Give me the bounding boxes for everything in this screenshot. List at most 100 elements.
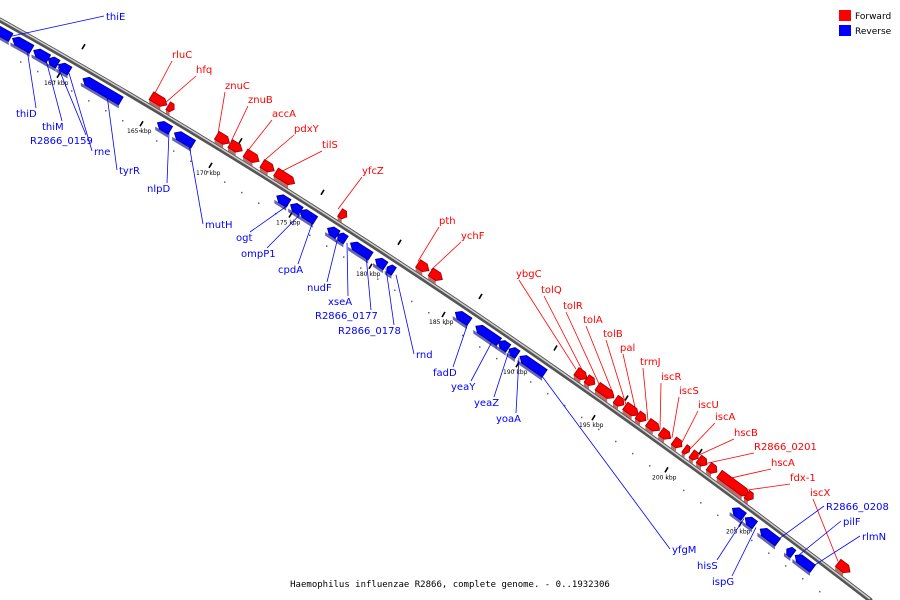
gene-pilF[interactable] — [782, 545, 797, 562]
gene-label[interactable]: tolQ — [541, 285, 562, 296]
gene-label[interactable]: iscA — [715, 412, 735, 423]
gene-label[interactable]: rlmN — [862, 532, 886, 543]
gene-tolR[interactable] — [593, 381, 616, 403]
gene-iscA[interactable] — [687, 449, 701, 464]
gene-label[interactable]: ogt — [236, 233, 252, 244]
gene-label[interactable]: fdx-1 — [790, 473, 816, 484]
gene-label[interactable]: nlpD — [147, 184, 170, 195]
gene-label[interactable]: nudF — [307, 283, 332, 294]
gene-label[interactable]: pth — [439, 216, 456, 227]
gene-pal[interactable] — [633, 410, 648, 427]
gene-label[interactable]: mutH — [205, 220, 233, 231]
gene-hscA[interactable] — [715, 469, 751, 501]
gene-label[interactable]: iscS — [679, 386, 699, 397]
gene-hfq[interactable] — [164, 101, 176, 116]
gene-label[interactable]: thiM — [42, 122, 64, 133]
gene-cpdA[interactable] — [296, 207, 319, 228]
gene-label[interactable]: xseA — [328, 297, 352, 308]
gene-label[interactable]: yfcZ — [362, 166, 384, 177]
gene-label[interactable]: hscB — [734, 428, 758, 439]
gene-label[interactable]: tolB — [603, 329, 623, 340]
gene-R2866_0177[interactable] — [346, 239, 374, 264]
gene-znuC[interactable] — [213, 130, 232, 149]
gene-tolB[interactable] — [621, 401, 641, 421]
gene-iscU[interactable] — [680, 444, 692, 458]
gene-ychF[interactable] — [427, 267, 445, 286]
gene-label[interactable]: yeaY — [451, 382, 476, 393]
gene-label[interactable]: cpdA — [278, 265, 303, 276]
gene-nudF[interactable] — [323, 224, 341, 243]
gene-label[interactable]: iscR — [661, 372, 681, 383]
gene-label[interactable]: hfq — [196, 65, 212, 76]
gene-label[interactable]: R2866_0178 — [338, 326, 401, 337]
gene-label[interactable]: yoaA — [496, 414, 521, 425]
gene-iscX[interactable] — [834, 558, 853, 578]
gene-label[interactable]: tyrR — [119, 166, 140, 177]
gene-nlpD[interactable] — [154, 119, 175, 138]
gene-label[interactable]: yfgM — [672, 545, 696, 556]
gene-yfgM[interactable] — [516, 353, 549, 381]
gene-ispG[interactable] — [741, 514, 759, 533]
gene-label[interactable]: rne — [94, 147, 110, 158]
gene-label[interactable]: R2866_0177 — [315, 311, 378, 322]
gene-thiM[interactable] — [30, 47, 52, 67]
gene-label[interactable]: tolR — [563, 301, 583, 312]
gene-hisS[interactable] — [728, 505, 748, 524]
gene-label[interactable]: trmJ — [640, 357, 661, 368]
gene-label[interactable]: hscA — [771, 458, 795, 469]
gene-yeaY[interactable] — [472, 322, 504, 350]
gene-label[interactable]: tolA — [583, 315, 603, 326]
gene-pdxY[interactable] — [258, 159, 276, 178]
gene-label[interactable]: ychF — [461, 231, 485, 242]
gene-label[interactable]: ispG — [712, 577, 734, 588]
gene-tyrR[interactable] — [79, 75, 125, 109]
gene-rluC[interactable] — [148, 91, 170, 112]
gene-fdx-1[interactable] — [742, 489, 756, 505]
gene-rnd[interactable] — [383, 263, 398, 279]
gene-label[interactable]: znuB — [248, 95, 273, 106]
gene-label[interactable]: znuC — [225, 81, 250, 92]
gene-yoaA[interactable] — [505, 345, 522, 362]
gene-R2866_0178[interactable] — [371, 256, 389, 274]
gene-xseA[interactable] — [333, 231, 350, 248]
gene-znuB[interactable] — [226, 139, 244, 158]
gene-label[interactable]: accA — [272, 109, 296, 120]
gene-label[interactable]: yeaZ — [474, 398, 499, 409]
gene-thiD[interactable] — [9, 35, 36, 57]
gene-label[interactable]: thiD — [16, 109, 37, 120]
gene-ompP1[interactable] — [287, 201, 305, 219]
gene-label[interactable]: fadD — [433, 368, 457, 379]
gene-label[interactable]: ybgC — [516, 269, 542, 280]
gene-rne[interactable] — [55, 61, 74, 79]
gene-label[interactable]: R2866_0201 — [754, 442, 817, 453]
gene-label[interactable]: ompP1 — [241, 249, 276, 260]
gene-ybgC[interactable] — [572, 367, 590, 385]
gene-label[interactable]: pilF — [843, 517, 861, 528]
gene-thiE[interactable] — [0, 23, 15, 45]
gene-yfcZ[interactable] — [336, 208, 349, 223]
gene-label[interactable]: rluC — [172, 50, 192, 61]
gene-label[interactable]: iscX — [810, 488, 830, 499]
gene-accA[interactable] — [242, 148, 262, 168]
gene-iscR[interactable] — [657, 427, 674, 445]
gene-label[interactable]: pdxY — [294, 124, 320, 135]
gene-iscS[interactable] — [669, 436, 684, 453]
gene-mutH[interactable] — [171, 129, 198, 152]
gene-fadD[interactable] — [451, 309, 473, 330]
gene-ogt[interactable] — [273, 192, 293, 211]
gene-tilS[interactable] — [272, 167, 297, 190]
gene-R2866_0208[interactable] — [756, 525, 782, 550]
gene-R2866_0201[interactable] — [704, 462, 719, 479]
gene-pth[interactable] — [414, 259, 431, 277]
gene-trmJ[interactable] — [644, 417, 662, 437]
gene-tolQ[interactable] — [582, 374, 597, 391]
gene-label[interactable]: iscU — [698, 400, 719, 411]
gene-label[interactable]: hisS — [697, 561, 718, 572]
gene-R2866_0159[interactable] — [45, 55, 62, 72]
gene-hscB[interactable] — [694, 454, 709, 471]
gene-yeaZ[interactable] — [494, 338, 512, 356]
gene-rlmN[interactable] — [791, 552, 817, 576]
gene-label[interactable]: R2866_0208 — [826, 502, 889, 513]
gene-label[interactable]: tilS — [322, 140, 338, 151]
gene-label[interactable]: rnd — [416, 350, 433, 361]
